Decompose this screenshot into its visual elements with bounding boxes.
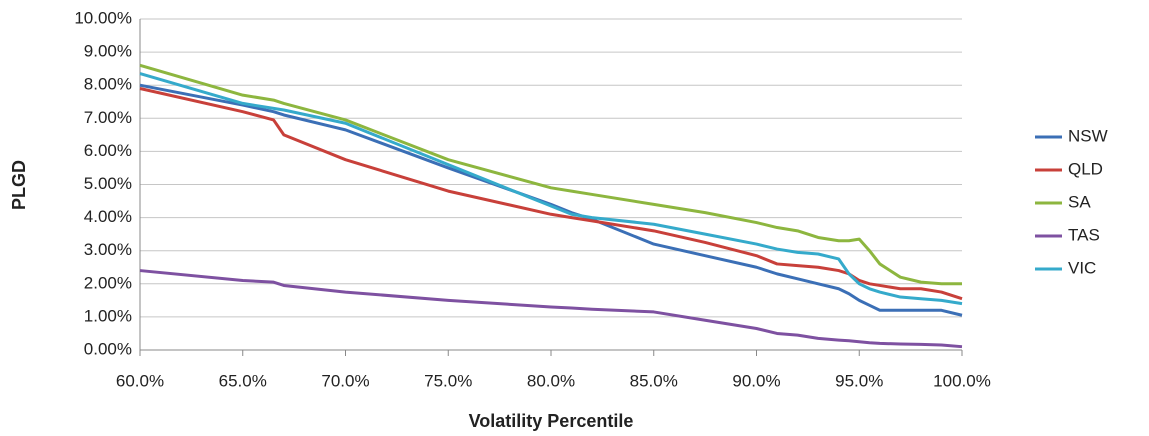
series-line — [139, 87, 963, 301]
x-tick-label: 85.0% — [630, 371, 678, 390]
x-tick-label: 80.0% — [527, 371, 575, 390]
y-tick-label: 1.00% — [84, 306, 132, 325]
legend-label: SA — [1068, 192, 1091, 211]
series-line — [139, 72, 963, 306]
x-tick-label: 70.0% — [321, 371, 369, 390]
series-line — [139, 269, 963, 349]
legend-label: TAS — [1068, 225, 1100, 244]
legend-label: NSW — [1068, 126, 1108, 145]
y-tick-label: 4.00% — [84, 207, 132, 226]
legend-label: VIC — [1068, 258, 1096, 277]
x-tick-label: 90.0% — [732, 371, 780, 390]
y-tick-label: 0.00% — [84, 339, 132, 358]
x-tick-label: 100.0% — [933, 371, 991, 390]
y-tick-label: 5.00% — [84, 174, 132, 193]
y-tick-label: 2.00% — [84, 273, 132, 292]
y-tick-label: 6.00% — [84, 141, 132, 160]
x-axis-title: Volatility Percentile — [469, 411, 634, 431]
y-tick-label: 8.00% — [84, 75, 132, 94]
x-tick-label: 65.0% — [219, 371, 267, 390]
y-tick-label: 9.00% — [84, 42, 132, 61]
y-tick-label: 7.00% — [84, 108, 132, 127]
x-tick-label: 60.0% — [116, 371, 164, 390]
x-tick-label: 75.0% — [424, 371, 472, 390]
x-tick-label: 95.0% — [835, 371, 883, 390]
y-tick-label: 10.00% — [74, 8, 132, 27]
series-line — [139, 63, 962, 286]
legend-label: QLD — [1068, 159, 1103, 178]
series-line — [139, 83, 963, 317]
y-axis-title: PLGD — [9, 160, 29, 210]
y-tick-label: 3.00% — [84, 240, 132, 259]
